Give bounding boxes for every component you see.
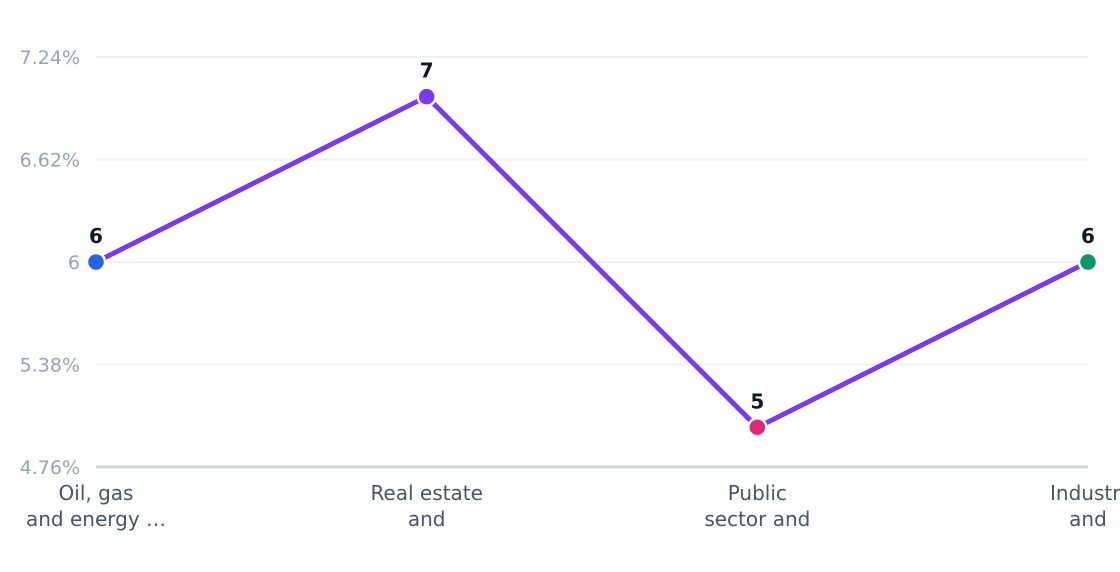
y-tick-label: 4.76% [20, 457, 80, 479]
y-tick-label: 7.24% [20, 47, 80, 69]
x-tick-label: Industri and [1050, 481, 1120, 531]
x-tick-label-line: and energy … [26, 507, 166, 531]
data-point[interactable] [85, 251, 107, 273]
x-tick-label-line: Real estate [370, 481, 482, 505]
data-point[interactable] [747, 417, 768, 438]
y-tick-label: 6.62% [20, 150, 80, 172]
x-tick-label: Public sector and [704, 481, 810, 531]
data-points [85, 86, 1099, 438]
x-tick-label-line: Oil, gas [59, 481, 134, 505]
x-tick-label-line: and [408, 507, 446, 531]
data-label: 5 [750, 389, 764, 413]
gridlines [96, 56, 1088, 366]
x-tick-label: Real estate and [370, 481, 482, 531]
x-tick-label-line: Industri [1050, 481, 1120, 505]
x-tick-label-line: and [1069, 507, 1107, 531]
data-label: 7 [420, 59, 434, 83]
x-tick-label: Oil, gas and energy … [26, 481, 166, 531]
data-point[interactable] [1077, 251, 1099, 273]
x-tick-label-line: sector and [704, 507, 810, 531]
y-tick-label: 5.38% [20, 355, 80, 377]
x-axis-ticks: Oil, gas and energy …Real estate andPublic… [26, 481, 1120, 531]
data-label: 6 [89, 224, 103, 248]
y-tick-label: 6 [68, 252, 80, 274]
data-label: 6 [1081, 224, 1095, 248]
data-point[interactable] [416, 86, 437, 107]
y-axis-ticks: 7.24% 6.62% 6 5.38% 4.76% [20, 47, 80, 479]
x-tick-label-line: Public [728, 481, 787, 505]
series-line [93, 94, 1091, 430]
data-labels: 6 7 5 6 [89, 59, 1095, 414]
